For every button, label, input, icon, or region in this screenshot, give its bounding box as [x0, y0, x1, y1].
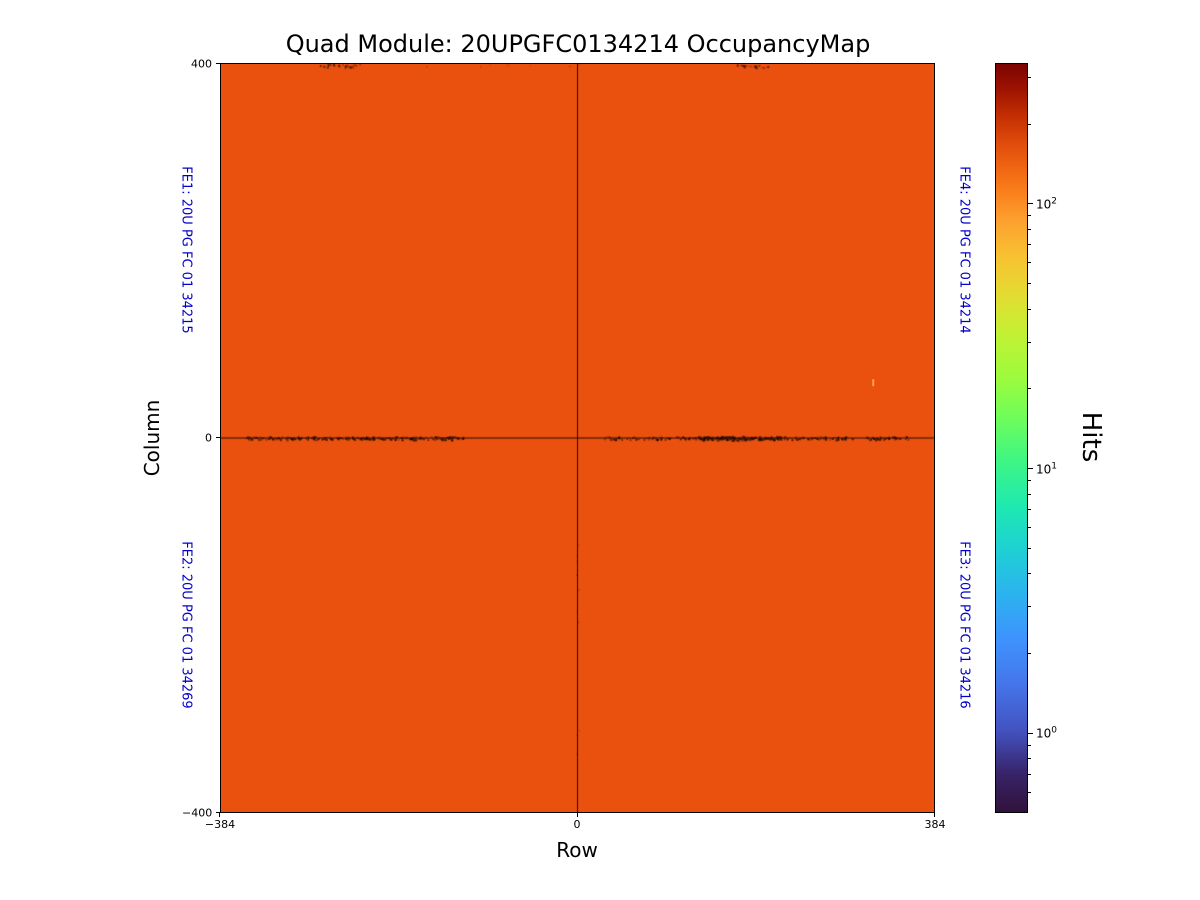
y-tick-label: −400 — [182, 806, 213, 820]
colorbar — [995, 63, 1028, 813]
colorbar-major-tick — [1028, 732, 1033, 734]
colorbar-minor-tick — [1028, 509, 1031, 511]
y-axis-tick — [216, 63, 220, 64]
colorbar-minor-tick — [1028, 573, 1031, 575]
y-axis-tick — [216, 812, 220, 813]
heatmap-canvas — [221, 64, 934, 812]
x-axis-tick — [219, 813, 220, 817]
colorbar-minor-tick — [1028, 215, 1031, 217]
colorbar-label: Hits — [1076, 411, 1106, 463]
colorbar-minor-tick — [1028, 341, 1031, 343]
colorbar-minor-tick — [1028, 606, 1031, 608]
fe3-chip-label: FE3: 20U PG FC 01 34216 — [956, 541, 972, 709]
colorbar-minor-tick — [1028, 493, 1031, 495]
chart-title: Quad Module: 20UPGFC0134214 OccupancyMap — [285, 30, 871, 58]
colorbar-minor-tick — [1028, 526, 1031, 528]
y-axis-label: Column — [140, 399, 164, 477]
x-tick-label: 0 — [573, 818, 581, 831]
x-axis-tick — [577, 813, 578, 817]
heatmap-plot-area — [220, 63, 935, 813]
y-tick-label: 0 — [205, 431, 212, 445]
x-tick-label: 384 — [924, 818, 946, 831]
colorbar-minor-tick — [1028, 547, 1031, 549]
colorbar-minor-tick — [1028, 773, 1031, 775]
colorbar-minor-tick — [1028, 244, 1031, 246]
colorbar-minor-tick — [1028, 388, 1031, 390]
colorbar-minor-tick — [1028, 744, 1031, 746]
fe4-chip-label: FE4: 20U PG FC 01 34214 — [956, 166, 972, 334]
colorbar-minor-tick — [1028, 282, 1031, 284]
x-tick-label: −384 — [204, 818, 236, 831]
colorbar-major-tick — [1028, 203, 1033, 205]
colorbar-tick-label: 101 — [1036, 461, 1058, 476]
colorbar-minor-tick — [1028, 261, 1031, 263]
colorbar-minor-tick — [1028, 308, 1031, 310]
colorbar-minor-tick — [1028, 76, 1031, 78]
colorbar-minor-tick — [1028, 123, 1031, 125]
colorbar-minor-tick — [1028, 758, 1031, 760]
fe1-chip-label: FE1: 20U PG FC 01 34215 — [178, 166, 194, 334]
colorbar-minor-tick — [1028, 791, 1031, 793]
x-axis-label: Row — [556, 838, 598, 862]
colorbar-major-tick — [1028, 468, 1033, 469]
colorbar-tick-label: 102 — [1036, 196, 1058, 212]
colorbar-minor-tick — [1028, 228, 1031, 230]
x-axis-tick — [934, 813, 935, 817]
colorbar-minor-tick — [1028, 653, 1031, 655]
fe2-chip-label: FE2: 20U PG FC 01 34269 — [178, 541, 194, 709]
colorbar-minor-tick — [1028, 480, 1031, 482]
y-tick-label: 400 — [191, 57, 212, 71]
y-axis-tick — [216, 437, 220, 438]
colorbar-tick-label: 100 — [1036, 725, 1058, 741]
